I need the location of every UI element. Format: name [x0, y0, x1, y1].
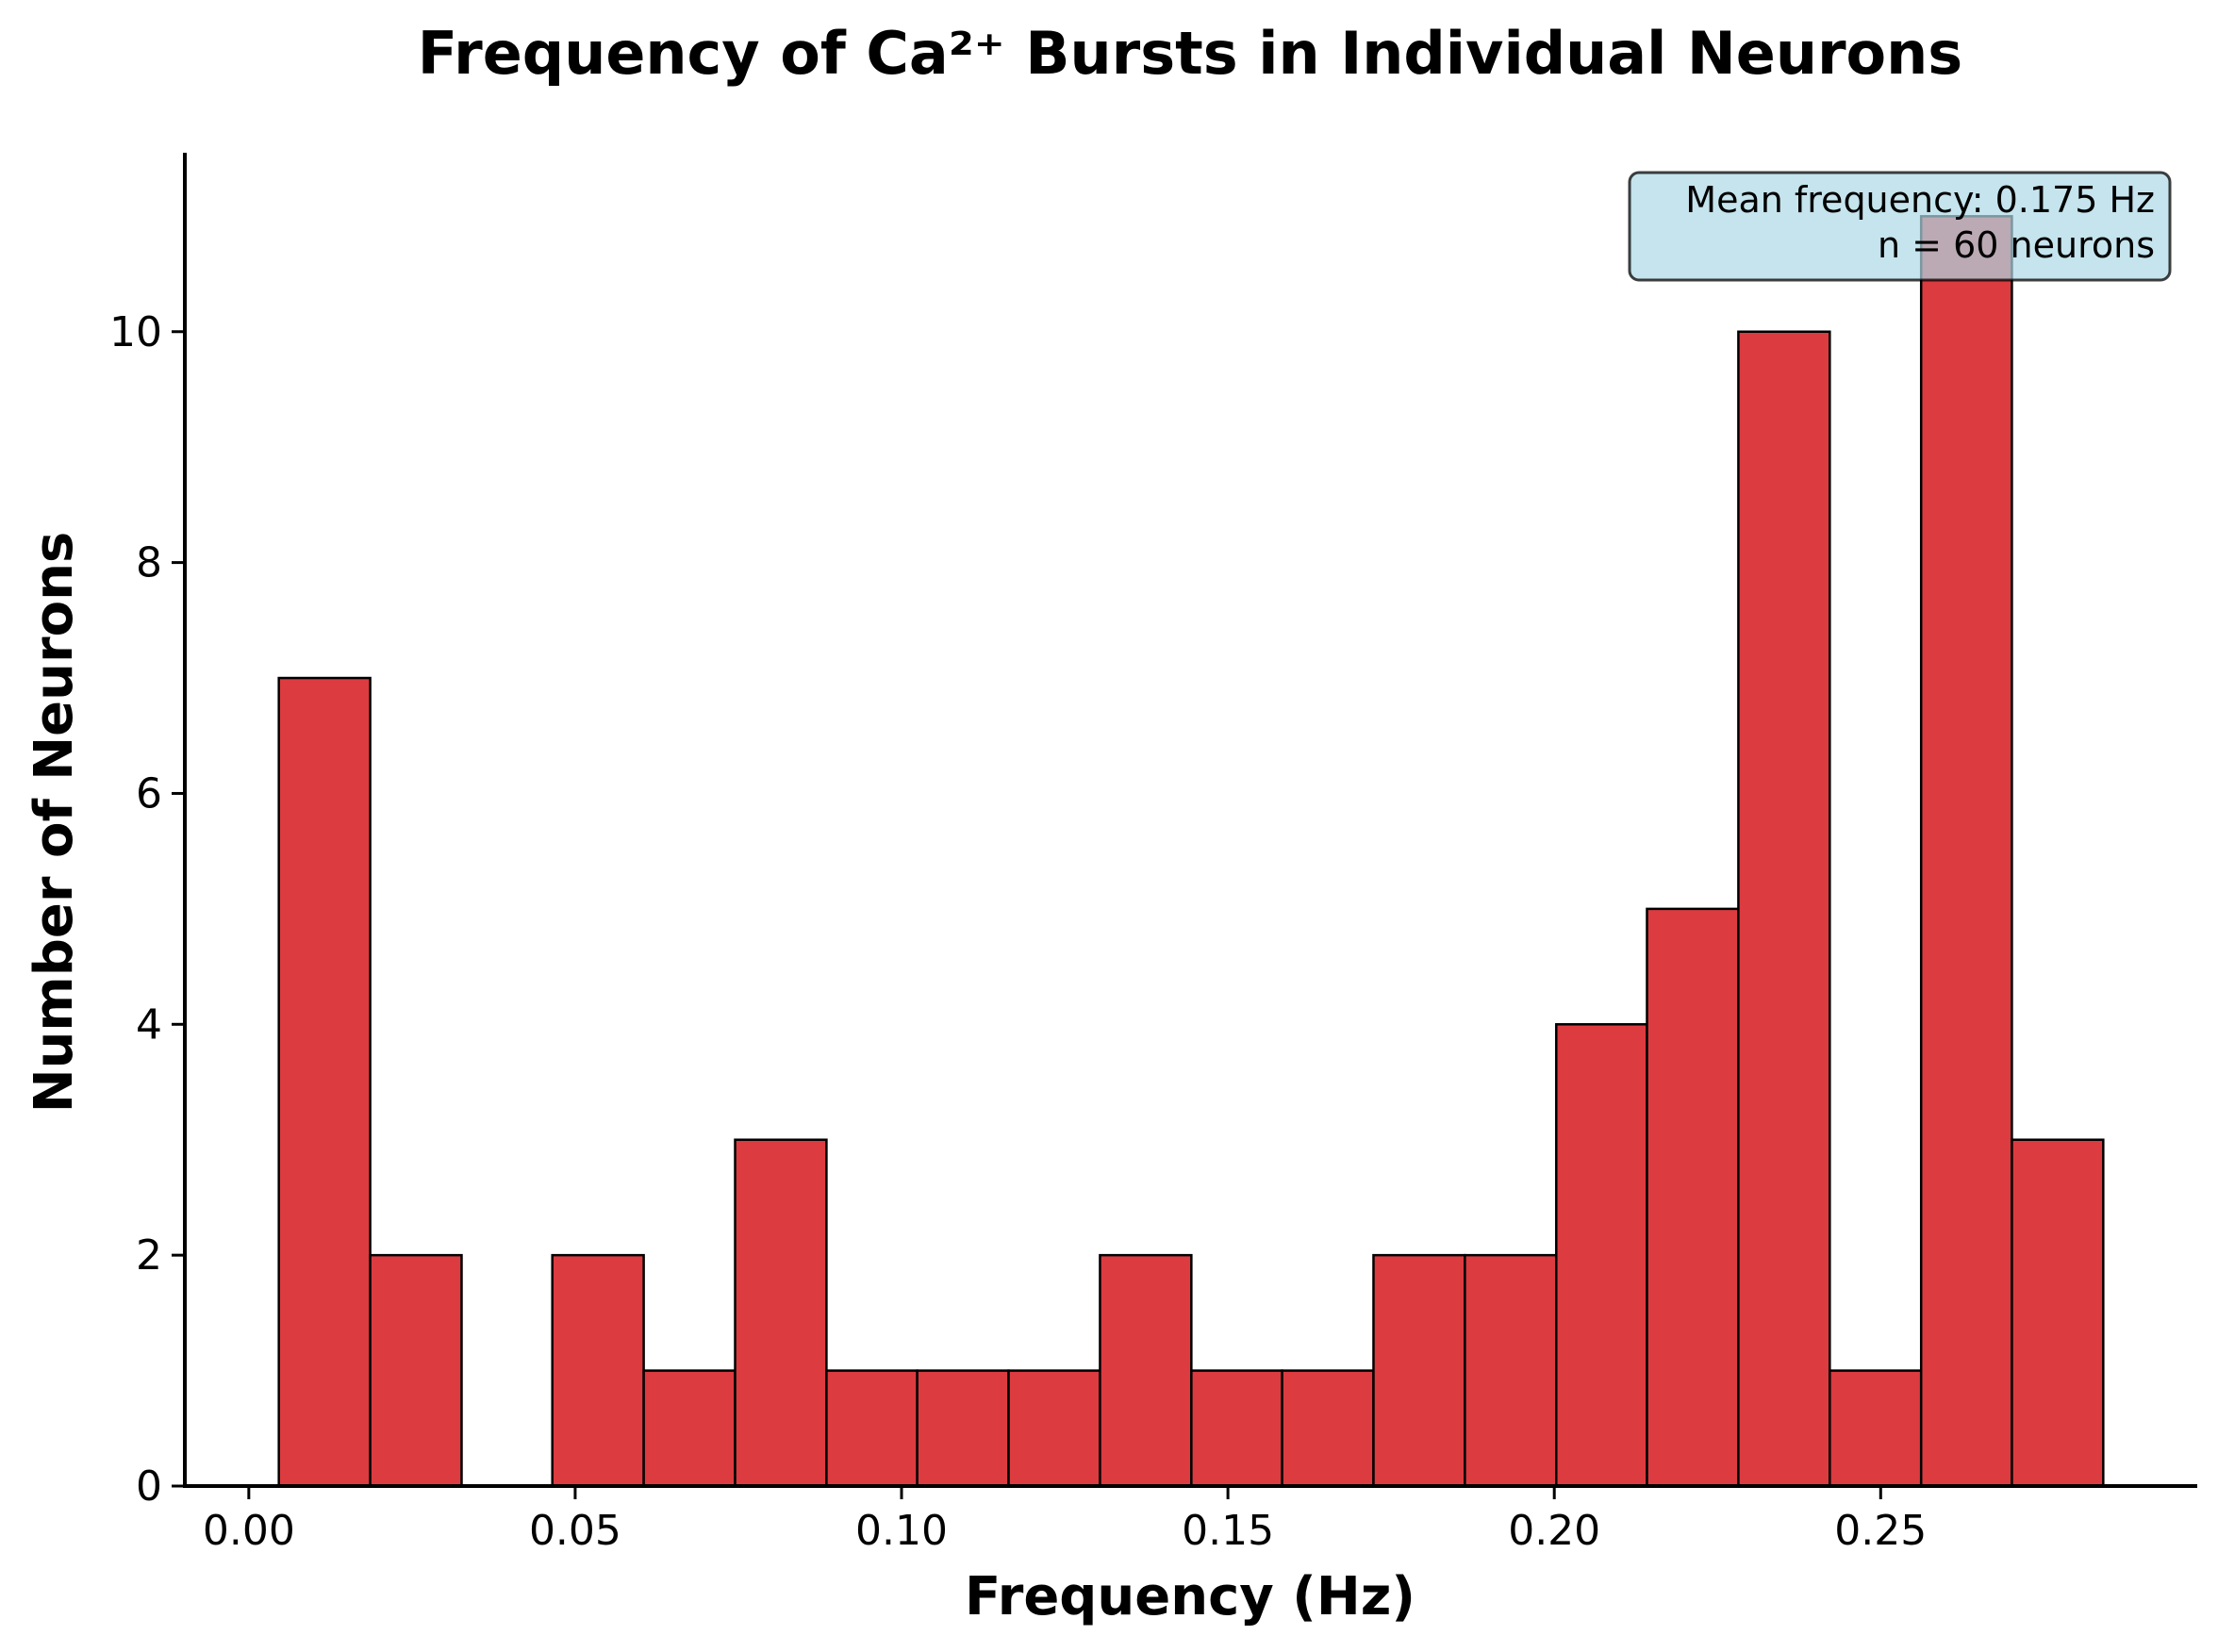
axes-group: 0.00 0.05 0.10 0.15 0.20 0.25 0 2 4 6 8 10 — [109, 153, 2197, 1555]
y-tick-label: 10 — [109, 308, 162, 356]
histogram-bar — [369, 1253, 463, 1488]
histogram-bar — [1829, 1369, 1923, 1488]
histogram-bar — [1464, 1253, 1558, 1488]
annotation-line: n = 60 neurons — [1878, 224, 2155, 266]
x-tick-label: 0.00 — [203, 1507, 295, 1555]
histogram-bar — [1919, 215, 2013, 1488]
histogram-bar — [1190, 1369, 1283, 1488]
bars-group — [277, 215, 2105, 1488]
y-tick-label: 2 — [136, 1231, 162, 1280]
x-tick-label: 0.05 — [529, 1507, 621, 1555]
histogram-bar — [1555, 1023, 1648, 1488]
histogram-bar — [2011, 1138, 2105, 1488]
y-tick-label: 6 — [136, 769, 162, 818]
histogram-bar — [1099, 1253, 1193, 1488]
histogram-bar — [734, 1138, 828, 1488]
annotation-box — [1628, 171, 2172, 282]
x-tick-label: 0.15 — [1182, 1507, 1274, 1555]
y-tick-label: 4 — [136, 1000, 162, 1049]
y-tick-label: 0 — [136, 1462, 162, 1511]
y-axis-label: Number of Neurons — [24, 532, 85, 1114]
histogram-bar — [1646, 907, 1740, 1488]
histogram-bar — [1007, 1369, 1101, 1488]
histogram-bar — [277, 676, 372, 1488]
x-tick-label: 0.10 — [855, 1507, 948, 1555]
annotation-line: Mean frequency: 0.175 Hz — [1685, 179, 2155, 221]
annotation-group: Mean frequency: 0.175 Hzn = 60 neurons — [1628, 171, 2172, 282]
histogram-bar — [1281, 1369, 1375, 1488]
histogram-bar — [825, 1369, 919, 1488]
x-axis-label: Frequency (Hz) — [965, 1566, 1415, 1627]
histogram-bar — [551, 1253, 645, 1488]
x-tick-label: 0.20 — [1508, 1507, 1600, 1555]
chart-title: Frequency of Ca²⁺ Bursts in Individual N… — [418, 19, 1962, 88]
histogram-bar — [1372, 1253, 1466, 1488]
histogram-bar — [916, 1369, 1010, 1488]
histogram-bar — [1737, 330, 1831, 1488]
x-tick-label: 0.25 — [1834, 1507, 1927, 1555]
y-tick-label: 8 — [136, 539, 162, 587]
histogram-bar — [642, 1369, 737, 1488]
